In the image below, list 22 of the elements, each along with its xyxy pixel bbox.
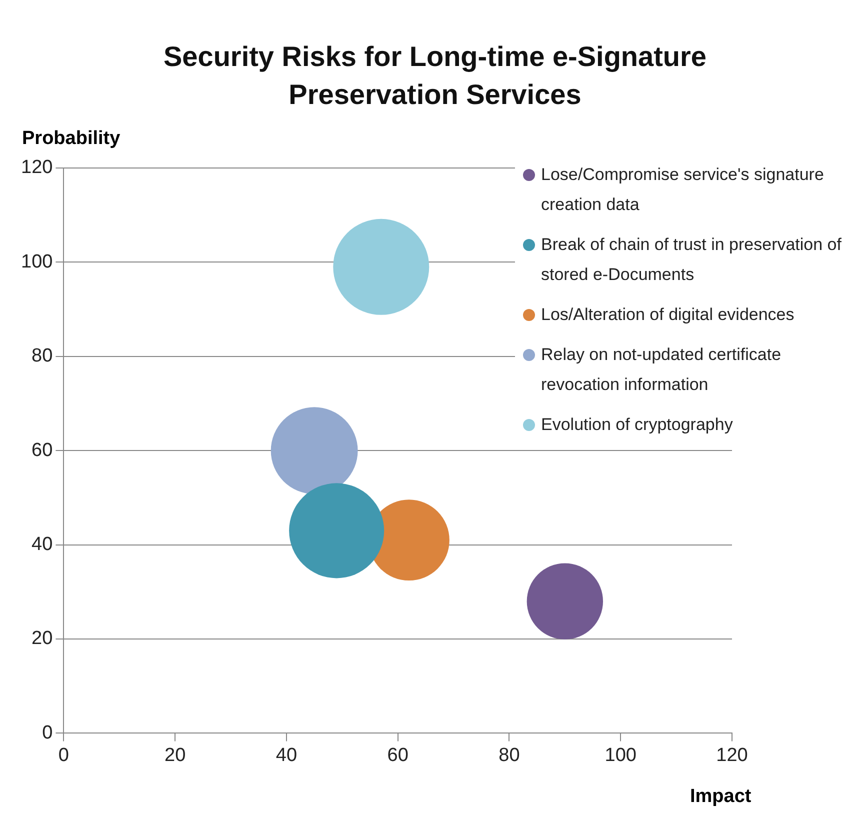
- y-tick-label: 120: [21, 157, 53, 178]
- y-tick-label: 20: [32, 628, 53, 650]
- y-tick-label: 0: [42, 722, 53, 744]
- y-tick-label: 80: [32, 346, 53, 367]
- y-tick-label: 100: [21, 251, 53, 272]
- y-axis-title: Probability: [22, 128, 120, 150]
- x-tick-label: 40: [276, 744, 298, 766]
- y-tick-label: 40: [32, 534, 53, 556]
- legend-label: Evolution of cryptography: [541, 414, 733, 436]
- x-tick-label: 20: [164, 744, 186, 766]
- x-tick-label: 0: [58, 744, 69, 766]
- legend-label: Relay on not-updated certificate revocation information: [541, 344, 782, 396]
- legend-label: Break of chain of trust in preservation of stored e-Documents: [541, 234, 842, 286]
- legend-label: Los/Alteration of digital evidences: [541, 304, 794, 326]
- x-tick-label: 120: [716, 744, 748, 766]
- x-tick-label: 60: [387, 744, 408, 766]
- x-tick-label: 100: [604, 744, 636, 766]
- x-axis-title: Impact: [690, 786, 752, 808]
- y-tick-label: 60: [32, 440, 53, 461]
- x-tick-label: 80: [498, 744, 520, 766]
- chart-title: Security Risks for Long-time e-Signature Preservation Services: [162, 40, 708, 112]
- legend-label: Lose/Compromise service's signature creation data: [541, 164, 825, 216]
